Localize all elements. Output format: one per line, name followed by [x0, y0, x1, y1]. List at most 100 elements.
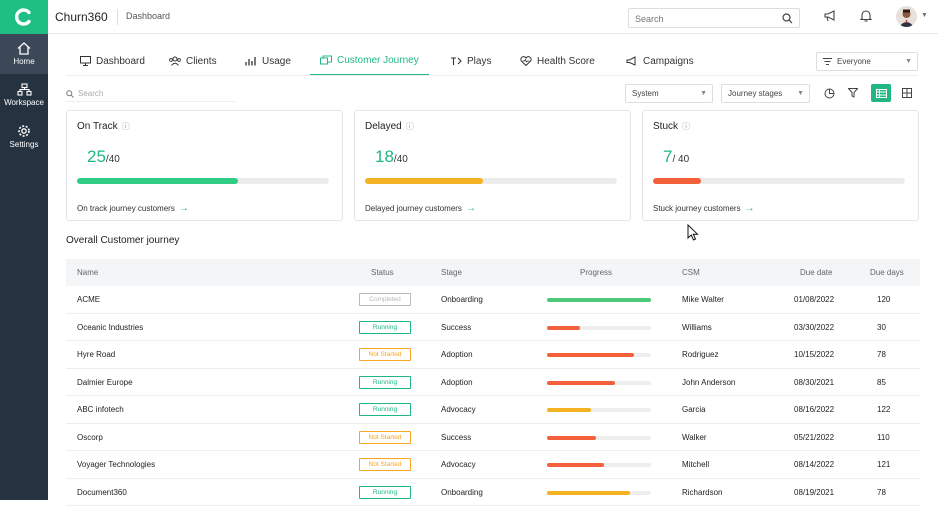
- sidebar-item-label: Workspace: [4, 98, 44, 107]
- tab-plays[interactable]: Plays: [450, 46, 491, 76]
- arrow-right-icon: →: [179, 203, 189, 214]
- csm-cell: Walker: [682, 433, 707, 442]
- column-header[interactable]: CSM: [682, 268, 700, 277]
- tab-label: Plays: [467, 56, 491, 67]
- csm-cell: John Anderson: [682, 378, 735, 387]
- due-date-cell: 03/30/2022: [794, 323, 834, 332]
- tab-customer-journey[interactable]: Customer Journey: [310, 46, 429, 76]
- progress-fill: [547, 408, 591, 412]
- tab-dashboard[interactable]: Dashboard: [80, 46, 145, 76]
- info-icon[interactable]: ⓘ: [122, 122, 130, 131]
- journey-stages-select[interactable]: Journey stages ▼: [721, 84, 810, 103]
- progress-bar: [547, 436, 651, 440]
- progress-bar: [547, 463, 651, 467]
- due-date-cell: 08/19/2021: [794, 488, 834, 497]
- select-value: Everyone: [837, 57, 871, 66]
- monitor-icon: [80, 56, 91, 66]
- card-count: 25/40: [87, 147, 120, 167]
- audience-select[interactable]: Everyone ▼: [816, 52, 918, 71]
- client-name[interactable]: Oceanic Industries: [77, 323, 143, 332]
- journey-icon: [320, 55, 332, 65]
- section-title: Overall Customer journey: [66, 235, 179, 246]
- csm-cell: Williams: [682, 323, 712, 332]
- chart-toggle-button[interactable]: [819, 84, 839, 102]
- sidebar-item-settings[interactable]: Settings: [0, 116, 48, 156]
- tab-label: Customer Journey: [337, 55, 419, 66]
- search-icon: [66, 90, 74, 98]
- card-link[interactable]: Delayed journey customers→: [365, 203, 476, 214]
- tab-campaigns[interactable]: Campaigns: [626, 46, 694, 76]
- column-header[interactable]: Due date: [800, 268, 832, 277]
- stage-cell: Success: [441, 323, 471, 332]
- client-name[interactable]: Dalmier Europe: [77, 378, 133, 387]
- column-header[interactable]: Name: [77, 268, 98, 277]
- megaphone-icon: [626, 56, 638, 66]
- bell-icon[interactable]: [860, 9, 872, 22]
- info-icon[interactable]: ⓘ: [406, 122, 414, 131]
- sidebar-item-home[interactable]: Home: [0, 34, 48, 74]
- journey-search[interactable]: Search: [66, 86, 236, 102]
- tab-usage[interactable]: Usage: [245, 46, 291, 76]
- due-days-cell: 85: [877, 378, 886, 387]
- due-date-cell: 01/08/2022: [794, 295, 834, 304]
- client-name[interactable]: Hyre Road: [77, 350, 115, 359]
- sidebar-item-workspace[interactable]: Workspace: [0, 75, 48, 115]
- progress-fill: [547, 353, 634, 357]
- card-progress-bar: [653, 178, 905, 184]
- due-date-cell: 08/16/2022: [794, 405, 834, 414]
- stage-cell: Advocacy: [441, 405, 476, 414]
- pie-chart-icon: [824, 88, 835, 99]
- list-view-button[interactable]: [871, 84, 891, 102]
- search-input[interactable]: [629, 10, 769, 28]
- global-search[interactable]: [628, 8, 800, 28]
- stage-cell: Advocacy: [441, 460, 476, 469]
- chevron-down-icon[interactable]: ▼: [921, 12, 928, 19]
- app-name: Churn360: [55, 10, 108, 24]
- csm-cell: Richardson: [682, 488, 722, 497]
- breadcrumb[interactable]: Dashboard: [126, 11, 170, 21]
- card-progress-bar: [77, 178, 329, 184]
- progress-fill: [653, 178, 701, 184]
- usage-icon: [245, 56, 257, 66]
- column-header[interactable]: Stage: [441, 268, 462, 277]
- search-icon[interactable]: [782, 13, 793, 24]
- client-name[interactable]: ABC infotech: [77, 405, 124, 414]
- due-days-cell: 120: [877, 295, 890, 304]
- megaphone-icon[interactable]: [824, 9, 837, 22]
- grid-view-button[interactable]: [897, 84, 917, 102]
- mouse-cursor-icon: [687, 224, 699, 241]
- info-icon[interactable]: ⓘ: [682, 122, 690, 131]
- card-link[interactable]: Stuck journey customers→: [653, 203, 755, 214]
- due-date-cell: 08/14/2022: [794, 460, 834, 469]
- chevron-down-icon: ▼: [700, 90, 707, 97]
- due-date-cell: 08/30/2021: [794, 378, 834, 387]
- system-select[interactable]: System ▼: [625, 84, 713, 103]
- client-name[interactable]: Oscorp: [77, 433, 103, 442]
- client-name[interactable]: ACME: [77, 295, 100, 304]
- list-view-icon: [876, 89, 887, 98]
- tab-clients[interactable]: Clients: [169, 46, 217, 76]
- filter-button[interactable]: [843, 84, 863, 102]
- plays-icon: [450, 56, 462, 66]
- client-name[interactable]: Voyager Technologies: [77, 460, 155, 469]
- tab-health-score[interactable]: Health Score: [520, 46, 595, 76]
- due-days-cell: 30: [877, 323, 886, 332]
- home-icon: [17, 42, 31, 55]
- column-header[interactable]: Status: [371, 268, 394, 277]
- column-header[interactable]: Due days: [870, 268, 904, 277]
- client-name[interactable]: Document360: [77, 488, 127, 497]
- column-header[interactable]: Progress: [580, 268, 612, 277]
- avatar[interactable]: [896, 6, 917, 27]
- churn360-logo[interactable]: [0, 0, 48, 34]
- card-link[interactable]: On track journey customers→: [77, 203, 189, 214]
